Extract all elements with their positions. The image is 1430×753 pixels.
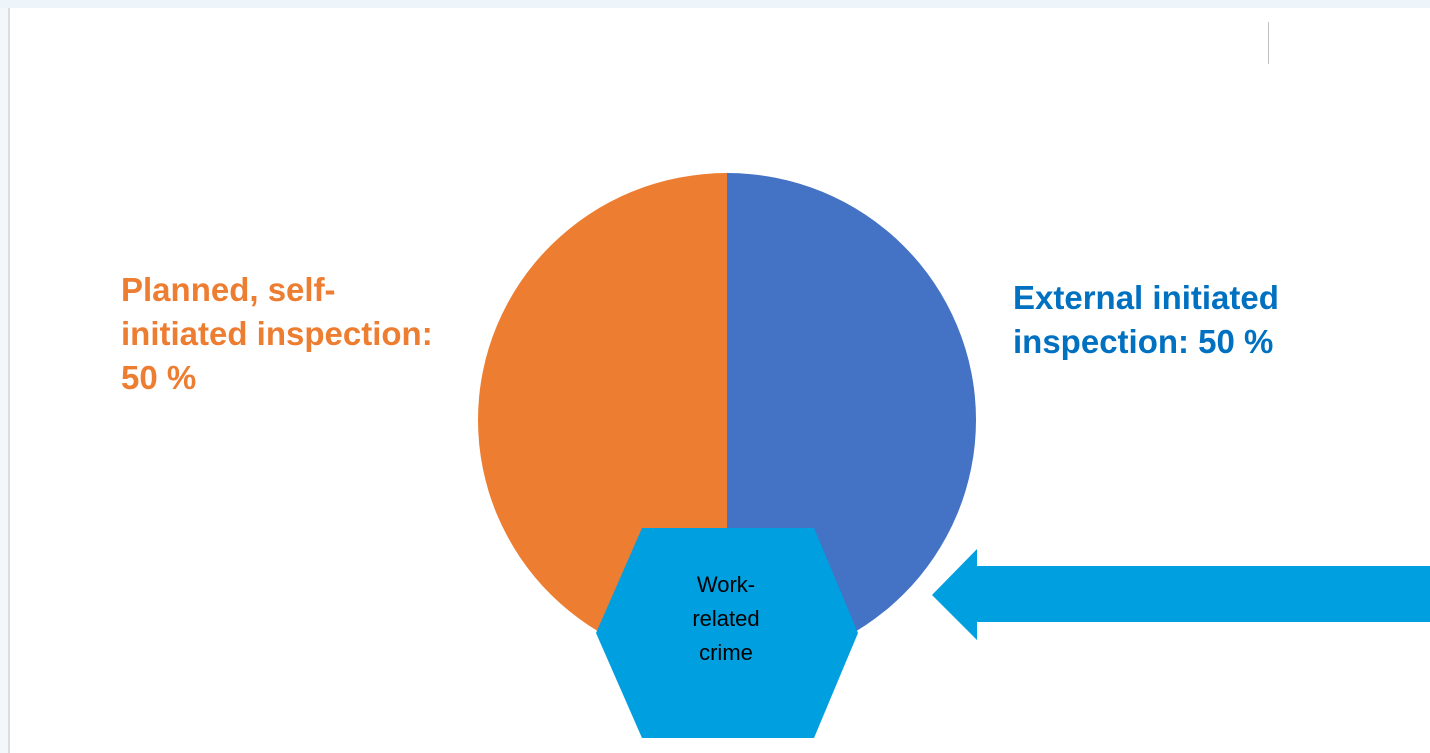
- hexagon-label-line-1: Work-: [640, 568, 812, 602]
- hexagon-label-line-2: related: [640, 602, 812, 636]
- hexagon-label-line-3: crime: [640, 636, 812, 670]
- slice-label-external: External initiated inspection: 50 %: [1013, 276, 1373, 364]
- slice-label-planned: Planned, self-initiated inspection: 50 %: [121, 268, 441, 400]
- hexagon-label: Work- related crime: [640, 568, 812, 670]
- left-arrow: [932, 549, 1430, 640]
